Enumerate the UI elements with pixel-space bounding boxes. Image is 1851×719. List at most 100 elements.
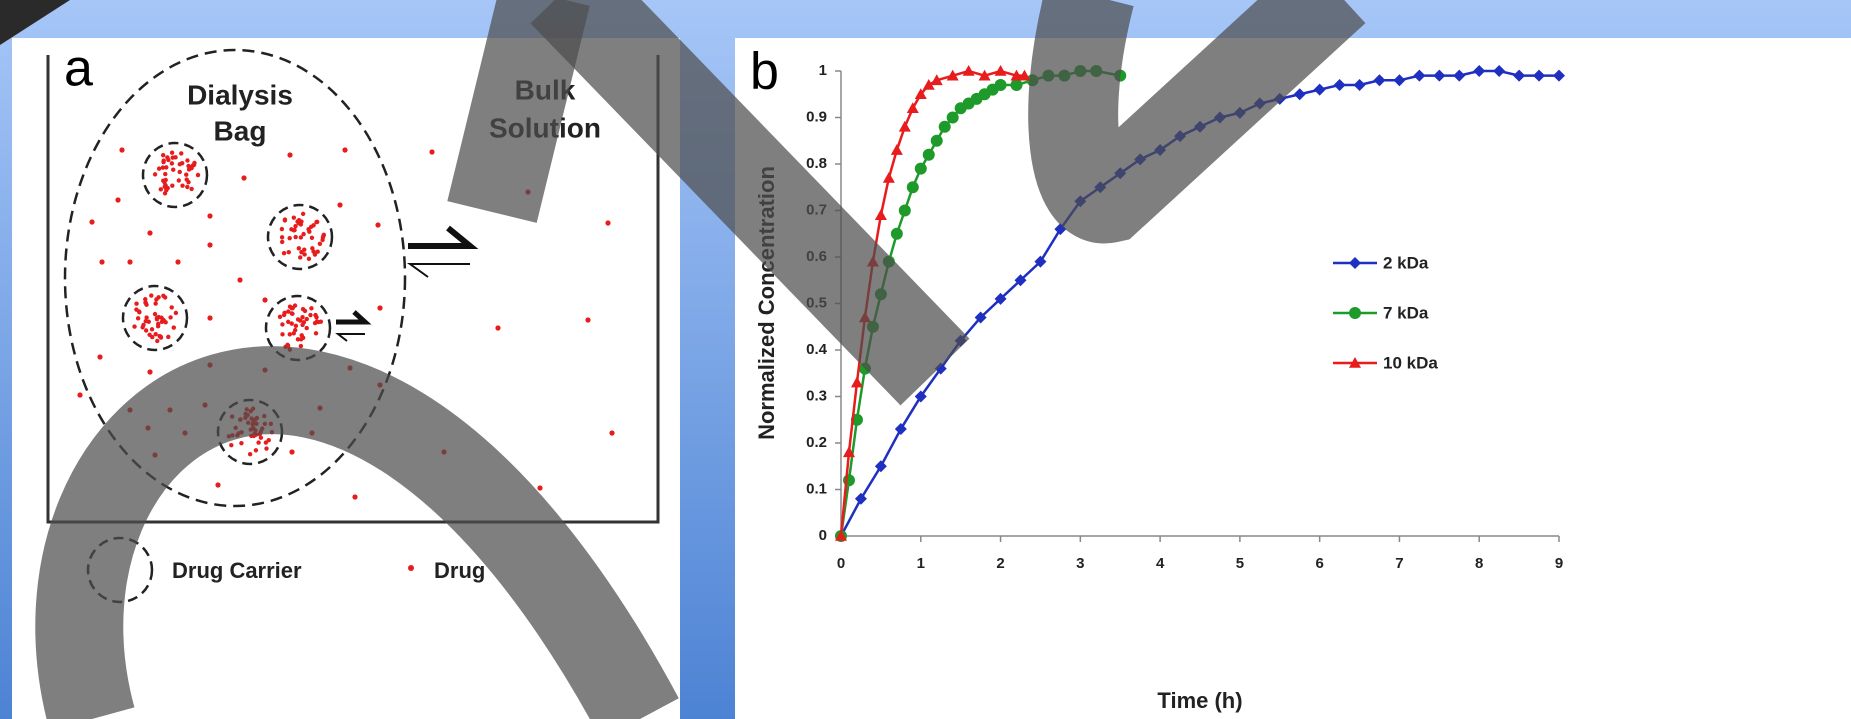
data-point bbox=[946, 111, 959, 124]
x-tick-label: 5 bbox=[1236, 555, 1244, 572]
equilibrium-arrow bbox=[335, 333, 365, 342]
drug bbox=[185, 184, 190, 190]
drug bbox=[163, 320, 168, 325]
drug bbox=[352, 494, 358, 500]
drug bbox=[99, 259, 105, 265]
drug bbox=[154, 315, 160, 321]
drug bbox=[309, 306, 314, 311]
legend-label: 7 kDa bbox=[1383, 303, 1429, 322]
x-tick-label: 2 bbox=[996, 555, 1004, 572]
data-point bbox=[1293, 88, 1306, 101]
drug bbox=[115, 197, 121, 203]
data-point bbox=[974, 311, 987, 324]
data-point bbox=[930, 74, 943, 86]
drug bbox=[306, 256, 312, 262]
drug bbox=[311, 249, 316, 254]
drug bbox=[304, 325, 309, 331]
drug bbox=[165, 185, 170, 191]
equilibrium-arrow bbox=[406, 263, 470, 278]
drug bbox=[291, 215, 297, 220]
data-point bbox=[854, 492, 867, 505]
data-point bbox=[1533, 69, 1546, 82]
drug bbox=[301, 231, 306, 237]
drug bbox=[280, 332, 285, 337]
x-tick-label: 6 bbox=[1315, 555, 1323, 572]
x-tick-label: 9 bbox=[1555, 555, 1563, 572]
drug bbox=[132, 324, 137, 329]
drug bbox=[159, 319, 165, 325]
drug bbox=[321, 232, 327, 238]
drug bbox=[313, 331, 319, 336]
drug bbox=[287, 332, 292, 337]
drug bbox=[143, 297, 148, 302]
drug bbox=[258, 435, 264, 440]
drug bbox=[295, 317, 301, 322]
drug bbox=[429, 149, 435, 155]
drug bbox=[158, 187, 163, 192]
y-tick-label: 1 bbox=[819, 62, 827, 79]
drug bbox=[300, 322, 305, 328]
data-point bbox=[922, 78, 935, 90]
data-point bbox=[894, 423, 907, 436]
drug bbox=[215, 482, 221, 488]
drug bbox=[315, 249, 320, 254]
drug bbox=[293, 323, 299, 329]
drug bbox=[241, 175, 247, 181]
drug bbox=[127, 259, 133, 265]
dialysis-bag bbox=[63, 48, 407, 508]
drug bbox=[207, 213, 213, 219]
data-point bbox=[1014, 274, 1027, 287]
drug bbox=[146, 319, 151, 324]
drug bbox=[279, 239, 285, 245]
drug bbox=[298, 343, 304, 349]
y-tick-label: 0.4 bbox=[806, 341, 828, 358]
drug bbox=[263, 440, 269, 445]
data-point bbox=[906, 181, 919, 194]
drug bbox=[239, 440, 244, 446]
data-point bbox=[906, 102, 919, 113]
drug-carrier bbox=[121, 284, 189, 352]
data-point bbox=[890, 144, 903, 155]
drug bbox=[280, 322, 285, 327]
drug bbox=[295, 219, 300, 224]
drug bbox=[153, 301, 158, 306]
x-tick-label: 0 bbox=[837, 555, 845, 572]
drug bbox=[170, 183, 175, 188]
data-point bbox=[882, 171, 895, 183]
drug bbox=[302, 247, 307, 252]
drug bbox=[537, 485, 543, 491]
drug bbox=[304, 316, 309, 322]
y-tick-label: 0.3 bbox=[806, 387, 827, 404]
drug bbox=[337, 202, 343, 208]
data-point bbox=[1453, 69, 1466, 82]
drug bbox=[119, 147, 125, 153]
data-point bbox=[946, 69, 959, 81]
equilibrium-arrow bbox=[408, 225, 479, 249]
drug bbox=[279, 226, 285, 232]
drug bbox=[169, 150, 175, 155]
drug bbox=[207, 315, 213, 321]
data-point bbox=[962, 65, 975, 76]
annotation-stroke bbox=[1028, 0, 1366, 244]
drug bbox=[300, 306, 306, 312]
drug bbox=[176, 178, 182, 183]
data-point bbox=[1473, 65, 1486, 77]
x-tick-label: 1 bbox=[917, 555, 925, 572]
drug bbox=[317, 241, 323, 246]
y-tick-label: 0.1 bbox=[806, 480, 827, 497]
drug bbox=[309, 235, 315, 240]
drug bbox=[298, 235, 304, 240]
drug bbox=[281, 250, 287, 256]
x-tick-label: 4 bbox=[1156, 555, 1165, 572]
y-tick-label: 0.2 bbox=[806, 434, 827, 451]
drug bbox=[277, 314, 283, 320]
annotation-stroke bbox=[530, 0, 970, 406]
drug bbox=[175, 259, 181, 265]
legend-label: Drug Carrier bbox=[172, 558, 302, 583]
drug bbox=[189, 186, 194, 192]
drug bbox=[149, 293, 154, 298]
drug bbox=[192, 160, 197, 166]
drug bbox=[495, 325, 501, 331]
data-point bbox=[898, 204, 911, 217]
legend-marker bbox=[1349, 307, 1361, 319]
